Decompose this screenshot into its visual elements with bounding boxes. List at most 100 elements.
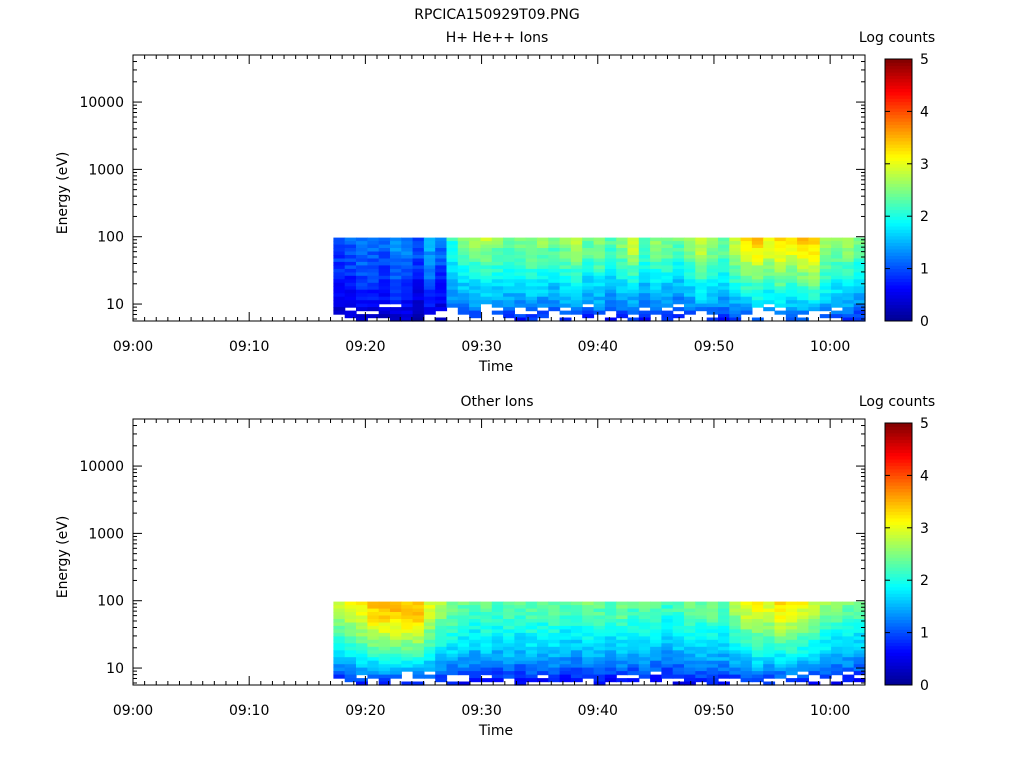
spectrogram-cell: [729, 244, 742, 249]
spectrogram-cell: [582, 619, 595, 624]
spectrogram-cell: [672, 664, 685, 669]
spectrogram-cell: [706, 303, 719, 308]
spectrogram-cell: [525, 244, 538, 249]
spectrogram-cell: [582, 639, 595, 644]
spectrogram-cell: [729, 608, 742, 613]
spectrogram-cell: [446, 237, 459, 242]
spectrogram-cell: [684, 681, 696, 686]
spectrogram-cell: [333, 636, 346, 641]
spectrogram-cell: [333, 622, 346, 627]
colorbar-band: [885, 573, 912, 578]
spectrogram-cell: [718, 251, 730, 256]
spectrogram-cell: [616, 608, 629, 613]
spectrogram-cell: [457, 608, 470, 613]
spectrogram-cell: [661, 605, 674, 610]
spectrogram-cell: [457, 632, 470, 637]
spectrogram-cell: [706, 625, 719, 630]
spectrogram-cell: [344, 310, 357, 315]
spectrogram-cell: [831, 622, 843, 627]
spectrogram-cell: [333, 244, 346, 249]
spectrogram-cell: [616, 314, 629, 319]
spectrogram-cell: [661, 300, 674, 305]
spectrogram-cell: [333, 258, 346, 263]
spectrogram-cell: [423, 622, 436, 627]
spectrogram-cell: [378, 625, 391, 630]
spectrogram-cell: [774, 286, 787, 291]
spectrogram-cell: [344, 248, 357, 253]
spectrogram-cell: [491, 653, 504, 658]
spectrogram-cell: [627, 632, 640, 637]
spectrogram-cell: [684, 310, 696, 315]
colorbar-band: [885, 508, 912, 512]
colorbar-band: [885, 75, 912, 80]
spectrogram-cell: [582, 622, 595, 627]
colorbar-band: [885, 599, 912, 604]
spectrogram-cell: [446, 619, 459, 624]
spectrogram-cell: [740, 605, 753, 610]
spectrogram-cell: [740, 615, 753, 620]
spectrogram-cell: [559, 632, 572, 637]
spectrogram-cell: [356, 296, 368, 301]
spectrogram-cell: [525, 248, 538, 253]
spectrogram-cell: [582, 272, 595, 277]
spectrogram-cell: [616, 643, 629, 648]
spectrogram-cell: [751, 286, 764, 291]
spectrogram-cell: [729, 615, 742, 620]
spectrogram-cell: [514, 605, 527, 610]
spectrogram-cell: [390, 605, 402, 610]
spectrogram-cell: [729, 632, 742, 637]
spectrogram-cell: [390, 296, 402, 301]
colorbar-band: [885, 619, 912, 624]
spectrogram-cell: [808, 657, 821, 662]
spectrogram-cell: [593, 296, 606, 301]
spectrogram-cell: [525, 639, 538, 644]
spectrogram-cell: [548, 237, 561, 242]
spectrogram-cell: [469, 314, 481, 319]
spectrogram-cell: [729, 237, 742, 242]
spectrogram-cell: [525, 653, 538, 658]
spectrogram-cell: [627, 289, 640, 294]
spectrogram-cell: [853, 261, 866, 266]
spectrogram-cell: [559, 608, 572, 613]
spectrogram-cell: [616, 258, 629, 263]
spectrogram-cell: [401, 660, 414, 665]
spectrogram-cell: [390, 650, 402, 655]
spectrogram-cell: [537, 639, 549, 644]
spectrogram-cell: [718, 622, 730, 627]
x-tick-label: 09:50: [694, 339, 734, 355]
spectrogram-cell: [570, 286, 583, 291]
spectrogram-cell: [401, 650, 414, 655]
spectrogram-cell: [525, 314, 538, 319]
spectrogram-cell: [356, 671, 368, 676]
spectrogram-cell: [604, 265, 617, 270]
spectrogram-cell: [435, 241, 448, 246]
spectrogram-cell: [808, 303, 821, 308]
spectrogram-cell: [514, 671, 527, 676]
colorbar-band: [885, 281, 912, 286]
spectrogram-cell: [604, 275, 617, 280]
spectrogram-cell: [469, 300, 481, 305]
spectrogram-cell: [491, 622, 504, 627]
spectrogram-cell: [797, 639, 809, 644]
spectrogram-cell: [390, 615, 402, 620]
spectrogram-cell: [729, 314, 742, 319]
spectrogram-cell: [604, 244, 617, 249]
spectrogram-cell: [390, 307, 402, 312]
spectrogram-cell: [537, 237, 549, 242]
spectrogram-cell: [514, 625, 527, 630]
spectrogram-cell: [706, 601, 719, 606]
spectrogram-cell: [819, 265, 832, 270]
spectrogram-cell: [378, 639, 391, 644]
colorbar-band: [885, 219, 912, 224]
spectrogram-cell: [514, 296, 527, 301]
spectrogram-cell: [661, 636, 674, 641]
spectrogram-cell: [344, 678, 357, 683]
spectrogram-cell: [390, 643, 402, 648]
colorbar-band: [885, 176, 912, 181]
spectrogram-cell: [525, 601, 538, 606]
colorbar-band: [885, 658, 912, 663]
spectrogram-cell: [695, 671, 708, 676]
spectrogram-cell: [831, 296, 843, 301]
colorbar-band: [885, 206, 912, 211]
